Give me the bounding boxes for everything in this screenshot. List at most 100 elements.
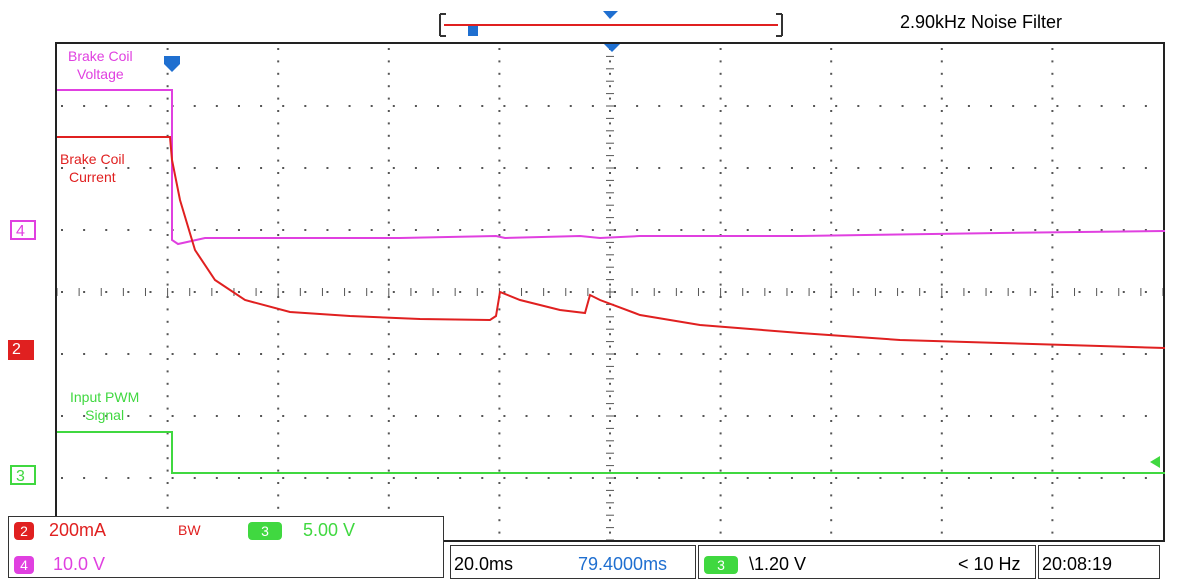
grid-dot <box>945 167 948 169</box>
grid-dot <box>193 105 196 107</box>
grid-dot <box>746 167 749 169</box>
grid-dot <box>940 506 943 509</box>
grid-dot <box>830 85 833 88</box>
grid-dot <box>105 105 108 107</box>
grid-dot <box>1051 184 1054 187</box>
grid-dot <box>1051 382 1054 385</box>
grid-dot <box>166 184 169 187</box>
grid-dot <box>166 432 169 435</box>
grid-dot <box>1056 105 1059 107</box>
grid-dot <box>387 209 390 212</box>
grid-dot <box>459 291 462 293</box>
grid-dot <box>1051 48 1054 50</box>
grid-dot <box>680 415 683 417</box>
grid-dot <box>901 167 904 169</box>
grid-dot <box>609 60 611 63</box>
trigger-readout[interactable]: 3 \1.20 V <box>704 554 806 575</box>
grid-dot <box>387 370 390 373</box>
grid-dot <box>724 105 727 107</box>
grid-dot <box>105 167 108 169</box>
grid-dot <box>702 477 705 479</box>
grid-dot <box>215 291 218 293</box>
grid-dot <box>387 420 390 422</box>
noise-filter-label: 2.90kHz Noise Filter <box>900 12 1063 32</box>
grid-dot <box>1100 415 1103 417</box>
grid-dot <box>392 167 395 169</box>
horizontal-position[interactable]: 79.4000ms <box>578 554 668 574</box>
grid-dot <box>193 291 196 293</box>
grid-dot <box>215 415 218 417</box>
grid-dot <box>746 229 749 231</box>
grid-dot <box>835 167 838 169</box>
grid-dot <box>1051 234 1054 236</box>
grid-dot <box>1100 353 1103 355</box>
grid-dot <box>879 353 882 355</box>
grid-dot <box>215 477 218 479</box>
grid-dot <box>940 444 943 447</box>
grid-dot <box>498 506 501 509</box>
grid-dot <box>830 444 833 447</box>
grid-dot <box>282 229 285 231</box>
grid-dot <box>591 105 594 107</box>
grid-dot <box>609 221 611 224</box>
grid-dot <box>746 477 749 479</box>
grid-dot <box>166 506 169 509</box>
grid-dot <box>719 271 722 274</box>
grid-dot <box>591 229 594 231</box>
grid-dot <box>166 494 169 497</box>
grid-dot <box>569 291 572 293</box>
grid-dot <box>1012 167 1015 169</box>
grid-dot <box>719 246 722 249</box>
grid-dot <box>387 494 390 497</box>
grid-dot <box>857 291 860 293</box>
grid-dot <box>945 105 948 107</box>
grid-dot <box>61 105 63 107</box>
grid-dot <box>830 531 833 534</box>
grid-dot <box>387 395 390 398</box>
grid-dot <box>719 184 722 187</box>
ch3-ground-marker[interactable]: 3 <box>10 465 36 485</box>
grid-dot <box>609 296 611 298</box>
ch3-scale-readout[interactable]: 3 5.00 V <box>248 520 355 541</box>
grid-dot <box>940 172 943 174</box>
grid-dot <box>702 105 705 107</box>
grid-dot <box>569 105 572 107</box>
grid-dot <box>719 531 722 534</box>
ch2-scale-readout[interactable]: 2 200mA <box>14 520 106 541</box>
grid-dot <box>609 333 611 336</box>
grid-dot <box>940 122 943 125</box>
grid-dot <box>1078 167 1081 169</box>
grid-dot <box>547 291 550 293</box>
grid-dot <box>1034 167 1037 169</box>
grid-dot <box>609 110 611 112</box>
grid-dot <box>702 353 705 355</box>
grid-dot <box>940 209 943 212</box>
grid-dot <box>1051 258 1054 261</box>
grid-dot <box>166 134 169 137</box>
grid-dot <box>370 167 373 169</box>
grid-dot <box>277 296 280 298</box>
trigger-time-marker[interactable] <box>164 56 180 72</box>
grid-dot <box>830 382 833 385</box>
grid-dot <box>609 308 611 311</box>
grid-dot <box>1051 122 1054 125</box>
grid-dot <box>547 477 550 479</box>
grid-dot <box>414 477 417 479</box>
timebase-per-div[interactable]: 20.0ms <box>454 554 514 574</box>
grid-dot <box>166 48 169 50</box>
trigger-position-marker[interactable] <box>604 44 620 52</box>
ch2-ground-marker[interactable]: 2 <box>8 340 34 360</box>
grid-dot <box>990 229 993 231</box>
grid-dot <box>414 353 417 355</box>
grid-dot <box>940 320 943 323</box>
trigger-frequency: < 10 Hz <box>958 554 1021 574</box>
grid-dot <box>277 506 280 509</box>
grid-dot <box>813 229 816 231</box>
grid-dot <box>498 221 501 224</box>
grid-dot <box>1034 353 1037 355</box>
grid-dot <box>1078 105 1081 107</box>
grid-dot <box>830 184 833 187</box>
ch4-ground-marker[interactable]: 4 <box>10 220 36 240</box>
ch4-scale-readout[interactable]: 4 10.0 V <box>14 554 105 575</box>
grid-dot <box>636 353 639 355</box>
